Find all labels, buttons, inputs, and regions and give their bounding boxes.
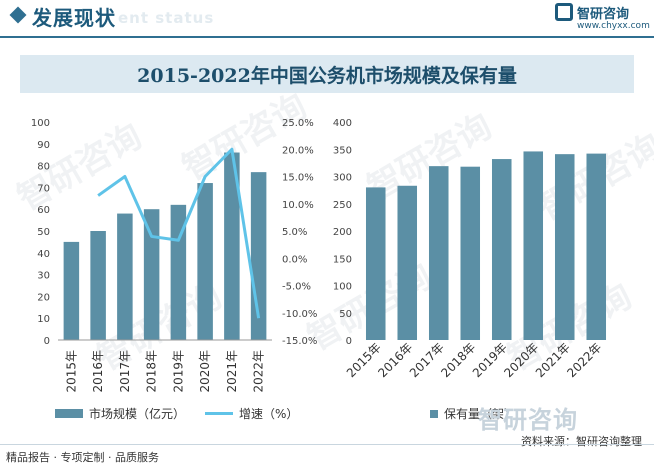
y-tick-label: 300	[333, 173, 352, 184]
brand-logo: 智研咨询 www.chyxx.com	[555, 3, 650, 35]
x-category-label: 2022年	[564, 340, 604, 380]
y-tick-label: 50	[339, 309, 352, 320]
x-category-label: 2020年	[501, 340, 541, 380]
brand-name: 智研咨询	[577, 7, 630, 22]
left-y-tick-label: 10	[37, 314, 50, 325]
legend-label: 市场规模（亿元）	[89, 407, 186, 421]
bar-fleet-size	[491, 159, 512, 340]
footer-tagline: 精品报告 · 专项定制 · 品质服务	[6, 451, 159, 464]
bar-fleet-size	[523, 151, 544, 340]
legend-market-size: 市场规模（亿元）	[55, 405, 185, 422]
right-y-tick-label: 25.0%	[282, 118, 314, 129]
y-tick-label: 150	[333, 254, 352, 265]
right-y-tick-label: 15.0%	[282, 173, 314, 184]
section-subtitle: ent status	[118, 9, 215, 27]
right-y-tick-label: 10.0%	[282, 200, 314, 211]
bar-market-size	[63, 241, 80, 340]
legend-label: 保有量（架）	[444, 407, 517, 421]
y-tick-label: 100	[333, 282, 352, 293]
bar-market-size	[197, 183, 213, 340]
bar-fleet-size	[428, 166, 449, 340]
legend-growth: 增速（%）	[205, 405, 298, 422]
bottom-brand-logo: 智研咨询	[478, 406, 578, 434]
bar-market-size	[143, 209, 160, 340]
y-tick-label: 400	[333, 118, 352, 129]
x-category-label: 2015年	[64, 350, 78, 393]
x-category-label: 2021年	[225, 350, 239, 393]
right-y-tick-label: 0.0%	[282, 254, 307, 265]
bar-fleet-size	[554, 154, 575, 340]
legend-fleet-size: 保有量（架）	[430, 405, 516, 422]
bar-fleet-size	[586, 153, 607, 340]
page-header: 发展现状 ent status 智研咨询 www.chyxx.com	[0, 0, 654, 36]
x-category-label: 2021年	[533, 340, 573, 380]
legend-bar-swatch	[430, 409, 438, 418]
x-category-label: 2017年	[407, 340, 447, 380]
left-y-tick-label: 80	[37, 162, 50, 173]
growth-rate-line	[97, 147, 261, 319]
x-category-label: 2020年	[198, 350, 212, 393]
bar-market-size	[90, 231, 106, 340]
right-y-tick-label: -10.0%	[282, 309, 317, 320]
bar-fleet-size	[365, 187, 386, 340]
left-y-tick-label: 70	[37, 183, 50, 194]
bar-market-size	[117, 213, 133, 340]
x-category-label: 2022年	[252, 350, 266, 393]
section-title: 发展现状	[32, 6, 116, 30]
right-y-tick-label: -5.0%	[282, 282, 311, 293]
data-source: 资料来源：智研咨询整理	[521, 435, 642, 448]
left-y-tick-label: 60	[37, 205, 50, 216]
left-y-tick-label: 0	[44, 336, 50, 347]
bar-fleet-size	[397, 185, 418, 340]
brand-icon	[555, 3, 573, 21]
left-y-tick-label: 20	[37, 292, 50, 303]
x-category-label: 2017年	[118, 350, 132, 393]
left-y-tick-label: 40	[37, 249, 50, 260]
bar-fleet-size	[460, 166, 481, 340]
header-divider	[0, 36, 654, 38]
chart-title-box: 2015-2022年中国公务机市场规模及保有量	[20, 55, 634, 93]
legend-bar-swatch	[55, 409, 83, 418]
x-category-label: 2019年	[470, 340, 510, 380]
y-tick-label: 350	[333, 145, 352, 156]
right-y-tick-label: 20.0%	[282, 145, 314, 156]
x-category-label: 2019年	[171, 350, 185, 393]
right-y-tick-label: 5.0%	[282, 227, 307, 238]
right-y-tick-label: -15.0%	[282, 336, 317, 347]
chart-title: 2015-2022年中国公务机市场规模及保有量	[137, 64, 517, 87]
footer-divider	[0, 444, 654, 445]
brand-url: www.chyxx.com	[577, 21, 650, 31]
y-tick-label: 0	[346, 336, 352, 347]
left-y-tick-label: 100	[31, 118, 50, 129]
y-tick-label: 200	[333, 227, 352, 238]
legend-label: 增速（%）	[239, 407, 299, 421]
left-y-tick-label: 50	[37, 227, 50, 238]
x-category-label: 2018年	[145, 350, 159, 393]
left-y-tick-label: 90	[37, 140, 50, 151]
left-y-tick-label: 30	[37, 271, 50, 282]
x-category-label: 2016年	[91, 350, 105, 393]
x-category-label: 2016年	[375, 340, 415, 380]
y-tick-label: 250	[333, 200, 352, 211]
x-category-label: 2018年	[438, 340, 478, 380]
bar-market-size	[224, 152, 240, 340]
legend-line-swatch	[205, 412, 233, 415]
